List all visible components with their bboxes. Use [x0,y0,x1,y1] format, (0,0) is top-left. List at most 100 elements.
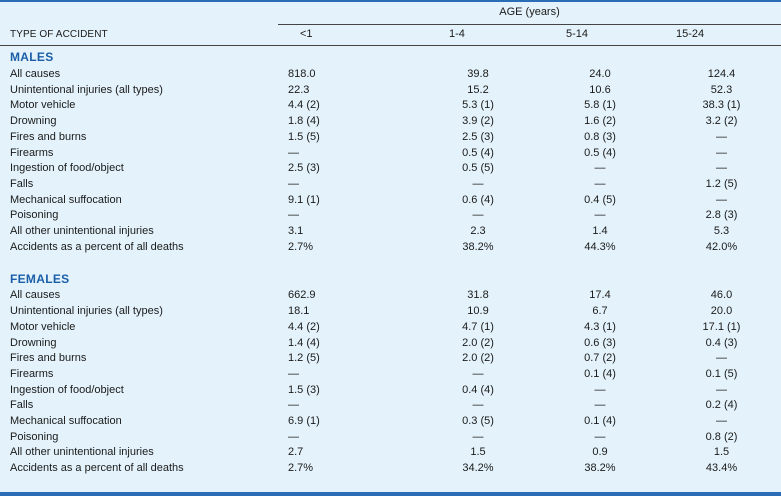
row-value-cell: 1.5 [713,446,730,459]
row-value-cell: 2.5 (3) [462,130,494,143]
row-value-cell: 43.4% [705,462,738,475]
row-label: Ingestion of food/object [10,162,124,175]
table-row: Motor vehicle 4.4 (2) 5.3 (1) 5.8 (1) 38.3 (… [0,98,781,114]
row-value-cell: 15.2 [467,83,489,96]
row-value-cell: — [716,146,727,159]
row-label: Accidents as a percent of all deaths [10,462,184,475]
row-value-cell: 662.9 [288,289,316,302]
table-row: Firearms — — 0.1 (4) 0.1 (5) [0,367,781,383]
row-value-cell: — [594,383,606,396]
row-value-cell: 46.0 [710,289,733,302]
row-value-cell: 1.5 [470,446,486,459]
row-value-cell: 1.4 [592,225,608,238]
row-label: All other unintentional injuries [10,446,154,459]
row-value-cell: 42.0% [705,240,738,253]
row-value-cell: 3.2 (2) [705,115,738,128]
row-value-cell: — [594,209,606,222]
row-value-cell: 3.9 (2) [462,115,494,128]
table-row: All other unintentional injuries 3.1 2.3 1.… [0,224,781,240]
row-value-cell: 34.2% [462,462,494,475]
row-value-cell: 5.3 (1) [462,99,494,112]
row-label: Falls [10,399,34,412]
row-value-cell: 52.3 [710,83,733,96]
row-value-cell: — [472,177,484,190]
row-value-cell: 5.8 (1) [584,99,616,112]
section-title: FEMALES [10,271,70,286]
row-value-cell: 31.8 [467,289,489,302]
row-value-cell: 9.1 (1) [288,193,320,206]
table-row: Drowning 1.4 (4) 2.0 (2) 0.6 (3) 0.4 (3) [0,336,781,352]
table-row: Ingestion of food/object 2.5 (3) 0.5 (5) — — [0,161,781,177]
row-value-cell: — [594,177,606,190]
row-value-cell: 0.8 (3) [584,130,616,143]
row-value-cell: 2.7% [288,462,314,475]
row-value-cell: 0.1 (5) [705,367,738,380]
row-value-cell: — [716,162,727,175]
row-value-cell: 17.4 [589,289,611,302]
row-value-cell: — [594,162,606,175]
row-value-cell: — [288,367,299,380]
table-row: All causes 818.0 39.8 24.0 124.4 [0,67,781,83]
table-row: Poisoning — — — 0.8 (2) [0,430,781,446]
row-label: All causes [10,68,61,80]
row-value-cell: 5.3 [713,225,730,238]
row-value-cell: — [716,383,727,396]
row-label: Accidents as a percent of all deaths [10,240,184,253]
type-of-accident-header: TYPE OF ACCIDENT [0,24,278,46]
table-row: Firearms — 0.5 (4) 0.5 (4) — [0,146,781,162]
row-value-cell: 0.5 (4) [584,146,616,159]
row-value-cell: 0.6 (3) [584,336,616,349]
row-value-cell: 6.9 (1) [288,415,320,428]
table-row: All other unintentional injuries 2.7 1.5 0.… [0,445,781,461]
row-value-cell: 1.5 (3) [288,383,320,396]
row-value-cell: 2.0 (2) [462,352,494,365]
row-value-cell: 6.7 [592,305,608,318]
row-value-cell: 10.6 [589,83,611,96]
row-value-cell: 2.5 (3) [288,162,320,175]
row-label: Poisoning [10,209,59,222]
row-value-cell: 3.1 [288,225,304,238]
table-row: Fires and burns 1.5 (5) 2.5 (3) 0.8 (3) — [0,130,781,146]
row-value-cell: 2.3 [470,225,486,238]
column-header-15-24: 15-24 [662,24,781,46]
row-value-cell: 0.4 (3) [705,336,738,349]
table-row: Motor vehicle 4.4 (2) 4.7 (1) 4.3 (1) 17.1 (… [0,320,781,336]
row-value-cell: 0.7 (2) [584,352,616,365]
row-value-cell: 4.4 (2) [288,320,320,333]
row-label: Ingestion of food/object [10,383,124,396]
row-label: Drowning [10,115,57,128]
table-row: Fires and burns 1.2 (5) 2.0 (2) 0.7 (2) — [0,351,781,367]
row-value-cell: 1.4 (4) [288,336,320,349]
row-label: Mechanical suffocation [10,415,122,428]
section-header-row: MALES [0,46,781,68]
row-value-cell: 38.3 (1) [702,99,741,112]
row-value-cell: — [288,399,299,412]
row-value-cell: — [594,399,606,412]
row-value-cell: — [288,430,299,443]
row-label: Poisoning [10,430,59,443]
section-title: MALES [10,50,54,65]
row-value-cell: 0.9 [592,446,608,459]
row-value-cell: — [716,193,727,206]
row-value-cell: 4.4 (2) [288,99,320,112]
section-spacer [0,255,781,267]
row-value-cell: 0.1 (4) [584,415,616,428]
row-value-cell: 124.4 [707,68,736,80]
row-label: Firearms [10,146,54,159]
row-value-cell: 0.8 (2) [705,430,738,443]
column-header-row: TYPE OF ACCIDENT <1 1-4 5-14 15-24 [0,24,781,46]
table-row: Falls — — — 0.2 (4) [0,398,781,414]
table-row: Mechanical suffocation 6.9 (1) 0.3 (5) 0.1 … [0,414,781,430]
row-label: Firearms [10,367,54,380]
row-value-cell: — [288,146,299,159]
row-value-cell: 4.3 (1) [584,320,616,333]
row-value-cell: — [594,430,606,443]
row-value-cell: 0.3 (5) [462,415,494,428]
row-label: Mechanical suffocation [10,193,122,206]
column-header-5-14: 5-14 [538,24,662,46]
table-row: Mechanical suffocation 9.1 (1) 0.6 (4) 0.4 … [0,193,781,209]
row-value-cell: 0.4 (4) [462,383,494,396]
section-header-row: FEMALES [0,267,781,288]
row-value-cell: 0.5 (5) [462,162,494,175]
row-value-cell: 20.0 [710,305,733,318]
